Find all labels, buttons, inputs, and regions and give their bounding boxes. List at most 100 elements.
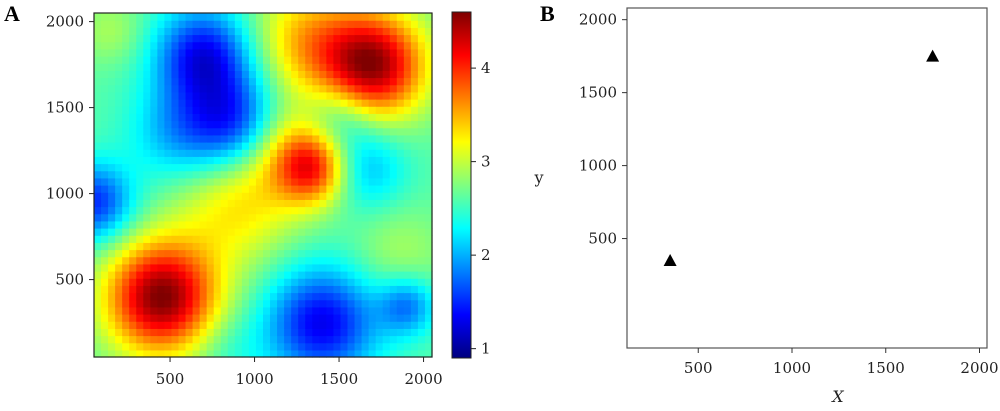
heatmap-cell xyxy=(396,149,405,157)
heatmap-cell xyxy=(417,13,426,21)
heatmap-cell xyxy=(241,177,250,186)
heatmap-cell xyxy=(277,185,285,193)
heatmap-cell xyxy=(361,192,370,200)
heatmap-cell xyxy=(312,134,320,143)
heatmap-cell xyxy=(319,242,327,251)
heatmap-cell xyxy=(255,249,264,258)
heatmap-cell xyxy=(101,142,109,150)
heatmap-cell xyxy=(248,113,257,122)
heatmap-cell xyxy=(143,235,151,243)
heatmap-cell xyxy=(143,256,151,265)
heatmap-cell xyxy=(122,306,130,315)
heatmap-cell xyxy=(164,13,173,21)
heatmap-cell xyxy=(382,106,391,114)
heatmap-cell xyxy=(178,99,187,107)
heatmap-cell xyxy=(361,56,370,64)
heatmap-cell xyxy=(94,206,102,215)
heatmap-cell xyxy=(396,278,405,286)
heatmap-cell xyxy=(129,328,137,337)
heatmap-cell xyxy=(298,256,306,265)
heatmap-cell xyxy=(417,349,426,358)
heatmap-cell xyxy=(389,70,398,79)
heatmap-cell xyxy=(157,306,166,315)
heatmap-cell xyxy=(157,27,166,36)
heatmap-cell xyxy=(319,271,327,279)
heatmap-cell xyxy=(234,163,243,172)
heatmap-cell xyxy=(263,314,271,322)
heatmap-cell xyxy=(333,213,342,222)
heatmap-cell xyxy=(382,163,391,172)
heatmap-cell xyxy=(375,48,384,57)
heatmap-cell xyxy=(410,113,419,122)
heatmap-cell xyxy=(234,120,243,129)
heatmap-cell xyxy=(284,63,292,71)
heatmap-cell xyxy=(361,314,370,322)
heatmap-cell xyxy=(277,271,285,279)
heatmap-cell xyxy=(157,335,166,344)
heatmap-cell xyxy=(333,235,342,243)
heatmap-cell xyxy=(234,349,243,358)
heatmap-cell xyxy=(284,99,292,107)
heatmap-cell xyxy=(319,113,327,122)
heatmap-cell xyxy=(410,199,419,208)
heatmap-cell xyxy=(101,213,109,222)
heatmap-cell xyxy=(94,41,102,50)
heatmap-cell xyxy=(94,170,102,179)
heatmap-cell xyxy=(347,84,356,93)
heatmap-cell xyxy=(171,27,180,36)
heatmap-cell xyxy=(375,99,384,107)
heatmap-cell xyxy=(129,185,137,193)
heatmap-cell xyxy=(171,170,180,179)
heatmap-cell xyxy=(382,13,391,21)
heatmap-cell xyxy=(389,170,398,179)
heatmap-cell xyxy=(284,249,292,258)
heatmap-cell xyxy=(298,48,306,57)
heatmap-cell xyxy=(340,142,349,150)
heatmap-cell xyxy=(213,249,222,258)
heatmap-cell xyxy=(319,156,327,165)
heatmap-cell xyxy=(157,342,166,351)
heatmap-cell xyxy=(403,127,412,136)
scatter-y-tick-label: 1500 xyxy=(579,84,617,102)
heatmap-cell xyxy=(115,220,123,229)
heatmap-cell xyxy=(403,120,412,129)
heatmap-cell xyxy=(213,306,222,315)
heatmap-cell xyxy=(150,242,158,251)
heatmap-cell xyxy=(277,278,285,286)
heatmap-cell xyxy=(136,41,144,50)
heatmap-cell xyxy=(291,63,299,71)
heatmap-cell xyxy=(354,271,363,279)
heatmap-cell xyxy=(354,263,363,272)
heatmap-cell xyxy=(241,56,250,64)
heatmap-cell xyxy=(354,63,363,71)
heatmap-cell xyxy=(255,192,264,200)
heatmap-cell xyxy=(150,156,158,165)
heatmap-cell xyxy=(326,314,335,322)
heatmap-cell xyxy=(263,271,271,279)
heatmap-cell xyxy=(129,127,137,136)
heatmap-cell xyxy=(347,77,356,86)
heatmap-cell xyxy=(227,149,236,157)
heatmap-cell xyxy=(227,249,236,258)
heatmap-cell xyxy=(136,271,144,279)
heatmap-cell xyxy=(312,127,320,136)
heatmap-cell xyxy=(403,77,412,86)
heatmap-cell xyxy=(312,249,320,258)
heatmap-cell xyxy=(248,206,257,215)
heatmap-cell xyxy=(248,70,257,79)
heatmap-cell xyxy=(389,63,398,71)
heatmap-cell xyxy=(305,220,313,229)
heatmap-cell xyxy=(284,113,292,122)
heatmap-cell xyxy=(143,306,151,315)
heatmap-cell xyxy=(326,235,335,243)
heatmap-cell xyxy=(305,63,313,71)
heatmap-cell xyxy=(291,142,299,150)
heatmap-cell xyxy=(291,263,299,272)
heatmap-cell xyxy=(263,106,271,114)
heatmap-cell xyxy=(136,235,144,243)
heatmap-cell xyxy=(305,163,313,172)
heatmap-cell xyxy=(255,271,264,279)
heatmap-cell xyxy=(108,70,116,79)
heatmap-cell xyxy=(354,228,363,236)
